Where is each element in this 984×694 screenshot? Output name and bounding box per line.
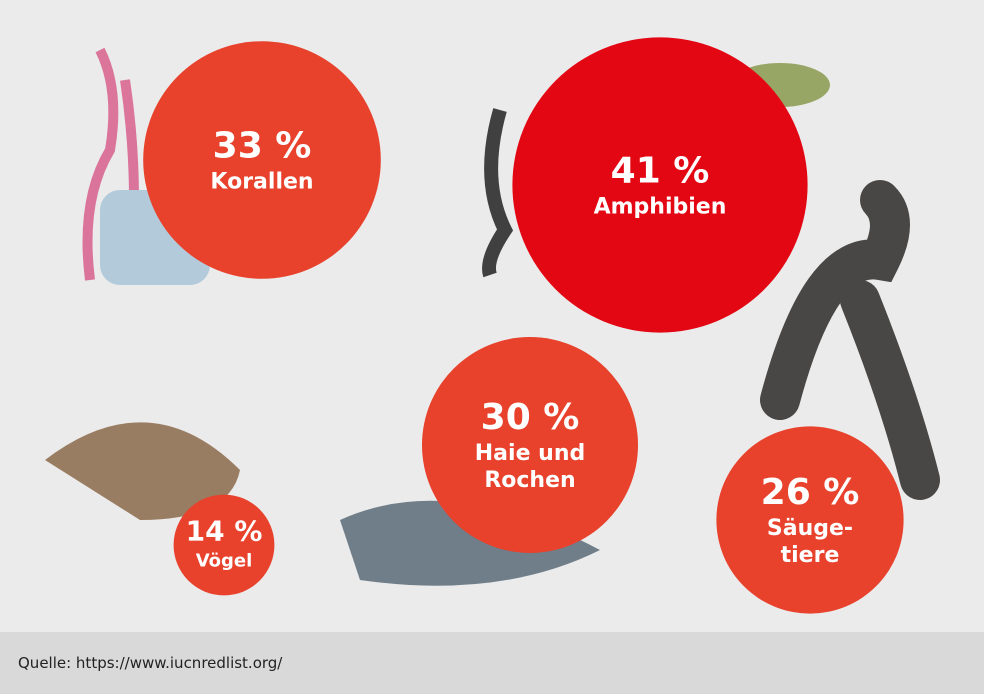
bubble-label: 33 %Korallen bbox=[210, 125, 313, 196]
value-label: 41 % bbox=[594, 150, 727, 194]
bubble-label: 26 %Säuge- tiere bbox=[761, 471, 860, 569]
bubble-label: 41 %Amphibien bbox=[594, 150, 727, 221]
footer: Quelle: https://www.iucnredlist.org/ bbox=[0, 632, 984, 694]
infographic: Quelle: https://www.iucnredlist.org/ 33 … bbox=[0, 0, 984, 694]
value-label: 33 % bbox=[210, 125, 313, 169]
salamander bbox=[489, 110, 505, 275]
category-label: Korallen bbox=[210, 169, 313, 196]
source: Quelle: https://www.iucnredlist.org/ bbox=[18, 654, 282, 672]
bubble-label: 30 %Haie und Rochen bbox=[475, 396, 585, 494]
value-label: 30 % bbox=[475, 396, 585, 440]
bubble-label: 14 %Vögel bbox=[186, 516, 263, 575]
category-label: Vögel bbox=[186, 548, 263, 575]
value-label: 26 % bbox=[761, 471, 860, 515]
category-label: Säuge- tiere bbox=[761, 515, 860, 569]
category-label: Haie und Rochen bbox=[475, 440, 585, 494]
value-label: 14 % bbox=[186, 516, 263, 548]
category-label: Amphibien bbox=[594, 194, 727, 221]
